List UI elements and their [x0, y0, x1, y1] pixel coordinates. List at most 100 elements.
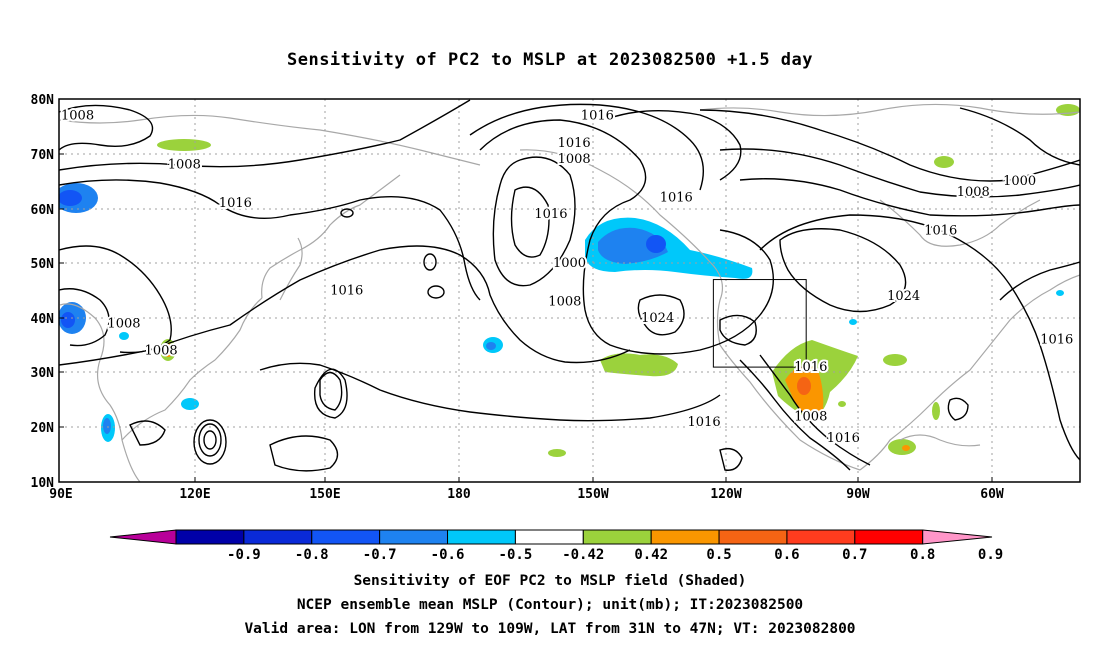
contour-label: 1008 [107, 316, 140, 331]
lat-label-70n: 70N [31, 148, 55, 163]
lon-label-120w: 120W [710, 487, 741, 502]
colorbar-segment [175, 529, 245, 545]
shade-positive-area [838, 401, 846, 407]
coastlines [59, 103, 1080, 482]
shade-negative-area [119, 332, 129, 340]
contour-line [609, 109, 742, 181]
contour-line [947, 397, 969, 421]
colorbar-tick-label: 0.8 [910, 547, 935, 563]
colorbar-arrow-high [922, 529, 993, 545]
contour-line [510, 186, 550, 258]
lon-label-150w: 150W [577, 487, 608, 502]
contour-label: 1016 [534, 207, 567, 222]
contour-label: 1000 [553, 256, 586, 271]
shade-positive-area [548, 449, 566, 457]
colorbar-segment [582, 529, 652, 545]
lat-label-50n: 50N [31, 257, 55, 272]
contour-label: 1000 [1003, 174, 1036, 189]
valid-area-box [712, 279, 807, 368]
lon-label-90w: 90W [846, 487, 870, 502]
shade-positive-core [163, 343, 173, 357]
caption-line-1: Sensitivity of EOF PC2 to MSLP field (Sh… [353, 573, 747, 589]
colorbar-tick-label: -0.9 [227, 547, 261, 563]
shade-negative-core [59, 190, 82, 206]
contour-line [59, 288, 110, 347]
contour-label: 1024 [887, 289, 920, 304]
contour-label: 1016 [330, 284, 363, 299]
shade-negative-area [1056, 290, 1064, 296]
contour-line [492, 156, 576, 287]
contour-line [203, 430, 217, 450]
lat-label-30n: 30N [31, 366, 55, 381]
contour-line [59, 179, 481, 301]
colorbar: -0.9 -0.8 -0.7 -0.6 -0.5 -0.42 0.42 0.5 0.6 0.7 0.… [109, 529, 1003, 563]
coastline-arctic-asia [59, 114, 481, 166]
colorbar-tick-label: 0.5 [706, 547, 731, 563]
shade-positive-area [883, 354, 907, 366]
caption-line-3: Valid area: LON from 129W to 109W, LAT f… [244, 621, 856, 637]
contour-label: 1016 [1040, 333, 1073, 348]
contour-label: 1016 [558, 136, 591, 151]
colorbar-tick-label: 0.42 [634, 547, 668, 563]
contour-label: 1016 [827, 431, 860, 446]
lat-label-80n: 80N [31, 93, 55, 108]
coastline-china [121, 297, 263, 441]
coastline-north-america-west [519, 149, 861, 471]
coastline-asia-south [59, 303, 141, 482]
lon-label-150e: 150E [309, 487, 340, 502]
lon-label-180: 180 [447, 487, 471, 502]
contour-line [269, 435, 339, 472]
colorbar-segment [854, 529, 924, 545]
colorbar-tick-label: -0.8 [295, 547, 329, 563]
contour-line [719, 447, 743, 471]
contour-line [479, 119, 774, 355]
colorbar-segment [447, 529, 516, 545]
contour-line [637, 294, 685, 336]
shade-negative-core [61, 312, 75, 328]
colorbar-segment [718, 529, 788, 545]
colorbar-arrow-low [109, 529, 177, 545]
contour-label: 1008 [145, 344, 178, 359]
shade-negative-area [849, 319, 857, 325]
shade-positive-area [157, 139, 211, 151]
lon-label-60w: 60W [980, 487, 1004, 502]
shade-positive-area [600, 353, 678, 377]
colorbar-tick-label: -0.7 [363, 547, 397, 563]
contour-label: 1008 [794, 409, 827, 424]
contour-line [198, 423, 222, 457]
contour-line [59, 245, 631, 366]
latitude-axis: 80N 70N 60N 50N 40N 30N 20N 10N [31, 93, 64, 491]
map-grid [59, 99, 1080, 482]
contour-line [759, 354, 871, 466]
contour-line [719, 148, 1080, 198]
lat-label-10n: 10N [31, 476, 55, 491]
lat-label-40n: 40N [31, 312, 55, 327]
colorbar-tick-label: -0.6 [431, 547, 465, 563]
colorbar-tick-label: 0.9 [978, 547, 1003, 563]
colorbar-tick-label: 0.7 [842, 547, 867, 563]
colorbar-segment [243, 529, 313, 545]
contour-label: 1016 [924, 223, 957, 238]
contour-label: 1008 [957, 185, 990, 200]
contour-label: 1016 [794, 360, 827, 375]
shade-negative-core [103, 418, 111, 434]
contour-label: 1008 [558, 152, 591, 167]
shade-negative-area [181, 398, 199, 410]
contour-line [719, 314, 757, 346]
contour-line [59, 104, 154, 151]
colorbar-segment [311, 529, 381, 545]
colorbar-tick-label: 0.6 [774, 547, 799, 563]
contour-label: 1016 [581, 108, 614, 123]
contour-label: 1008 [168, 158, 201, 173]
shade-positive-area [934, 156, 954, 168]
contour-line [469, 103, 704, 191]
contour-label: 1016 [688, 415, 721, 430]
coastline-japan [279, 237, 303, 301]
coastline-caribbean [899, 434, 981, 447]
coastline-arctic-america [699, 103, 1080, 117]
contour-line [59, 99, 471, 171]
contour-line [699, 109, 1080, 182]
contour-line [779, 228, 907, 313]
shade-positive-area [932, 402, 940, 420]
contour-line [259, 362, 721, 422]
